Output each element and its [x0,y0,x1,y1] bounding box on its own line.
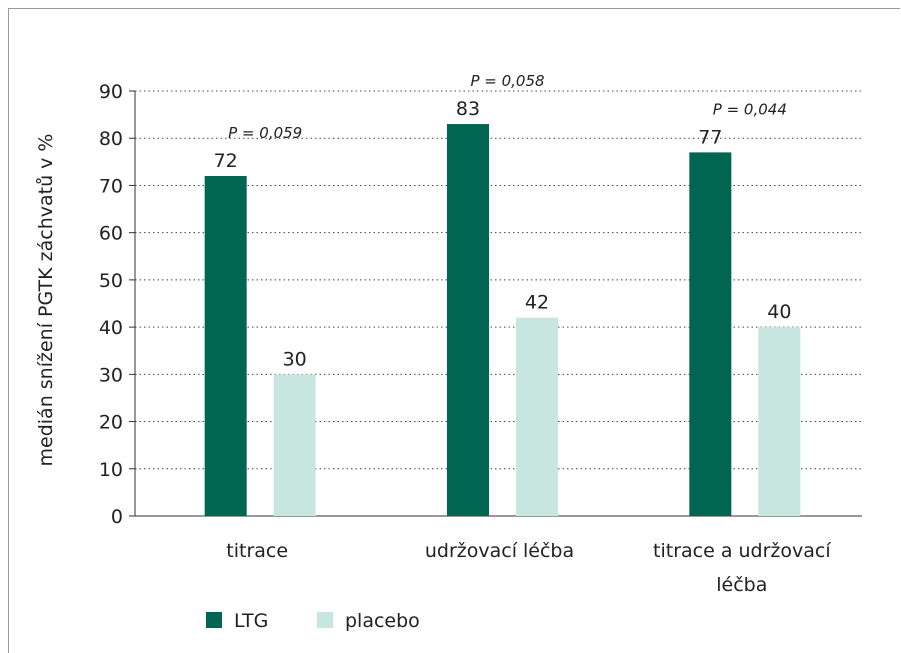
y-tick-label: 10 [99,459,123,481]
y-tick-label: 50 [99,270,123,292]
data-label: 30 [283,348,307,370]
p-value-annotations: P = 0,059 P = 0,058 P = 0,044 [228,72,787,142]
legend-swatch-placebo [317,612,333,628]
bar-placebo [758,327,801,516]
bar-placebo [273,374,316,516]
legend-label-placebo: placebo [345,610,420,632]
y-tick-label: 90 [99,81,123,103]
bar-placebo [516,317,558,516]
data-label: 42 [525,292,549,314]
category-labels: titrace udržovací léčba titrace a udržovac… [226,540,831,596]
bars [204,124,801,517]
category-label: udržovací léčba [425,540,574,562]
y-tick-label: 40 [99,317,123,339]
category-label: léčba [716,574,767,596]
data-label: 40 [767,301,791,323]
grid-lines [129,90,862,517]
y-axis-label: medián snížení PGTK záchvatů v % [35,134,57,467]
chart-frame [8,8,900,653]
legend-label-ltg: LTG [234,610,268,632]
bar-ltg [689,152,732,516]
y-tick-label: 0 [111,506,123,528]
p-value-label: P = 0,058 [470,72,544,90]
y-tick-labels: 0 10 20 30 40 50 60 70 80 90 [99,81,123,528]
y-tick-label: 30 [99,364,123,386]
p-value-label: P = 0,044 [713,100,787,118]
data-label: 77 [698,126,722,148]
y-tick-label: 70 [99,175,123,197]
category-label: titrace a udržovací [653,540,831,562]
legend-swatch-ltg [206,612,222,628]
bar-ltg [204,176,247,516]
p-value-label: P = 0,059 [228,124,302,142]
bar-ltg [447,124,489,517]
category-label: titrace [226,540,288,562]
y-tick-label: 20 [99,412,123,434]
data-label: 83 [456,98,480,120]
legend: LTG placebo [206,610,420,632]
data-labels: 72 30 83 42 77 40 [214,98,792,370]
y-tick-label: 60 [99,223,123,245]
data-label: 72 [214,150,238,172]
y-tick-label: 80 [99,128,123,150]
